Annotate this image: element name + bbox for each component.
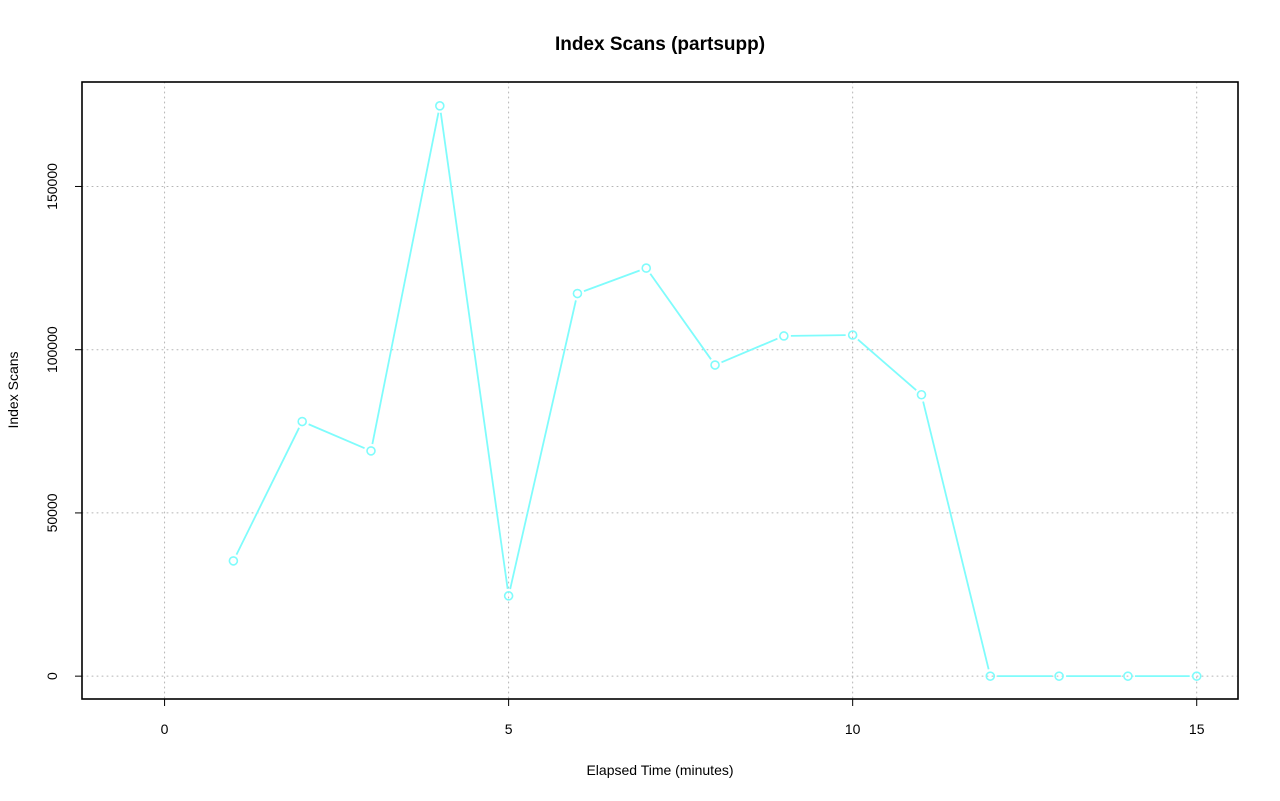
chart-title: Index Scans (partsupp) xyxy=(555,34,765,55)
series-line-segment xyxy=(649,273,712,360)
series-line-segment xyxy=(371,112,440,445)
data-point xyxy=(1191,671,1202,681)
y-tick-label: 150000 xyxy=(44,163,60,210)
data-point xyxy=(297,416,307,427)
data-point xyxy=(710,360,720,370)
series-layer xyxy=(228,101,1202,681)
x-axis: 0 5 10 15 xyxy=(161,698,1205,737)
data-point xyxy=(641,263,652,273)
x-axis-label: Elapsed Time (minutes) xyxy=(586,762,733,778)
plot-area-frame xyxy=(81,81,1239,700)
series-line-segment xyxy=(790,334,846,337)
data-point xyxy=(847,330,858,340)
data-point xyxy=(435,101,445,111)
grid-layer xyxy=(81,81,1239,700)
data-point xyxy=(1123,671,1133,681)
series-line-segment xyxy=(721,337,778,364)
data-point xyxy=(916,389,927,400)
series-line-segment xyxy=(857,338,917,391)
series-line-segment xyxy=(235,427,300,556)
data-point xyxy=(985,671,996,681)
series-line-segment xyxy=(583,269,640,292)
x-tick-label: 5 xyxy=(505,721,513,737)
x-tick-label: 10 xyxy=(845,721,861,737)
data-point xyxy=(572,288,583,299)
y-tick-label: 0 xyxy=(44,672,60,680)
y-tick-label: 100000 xyxy=(44,326,60,373)
series-line-segment xyxy=(509,300,577,590)
data-point xyxy=(779,331,789,341)
x-tick-label: 15 xyxy=(1189,721,1205,737)
data-point xyxy=(1054,671,1064,681)
y-axis: 0 50000 100000 150000 xyxy=(44,163,83,680)
series-line-segment xyxy=(308,423,365,449)
x-tick-label: 0 xyxy=(161,721,169,737)
y-tick-label: 50000 xyxy=(44,493,60,532)
data-point xyxy=(228,556,239,566)
series-line-segment xyxy=(439,112,509,590)
data-point xyxy=(366,446,376,456)
y-axis-label: Index Scans xyxy=(5,351,21,428)
data-point xyxy=(503,591,514,601)
series-line-segment xyxy=(922,401,990,670)
